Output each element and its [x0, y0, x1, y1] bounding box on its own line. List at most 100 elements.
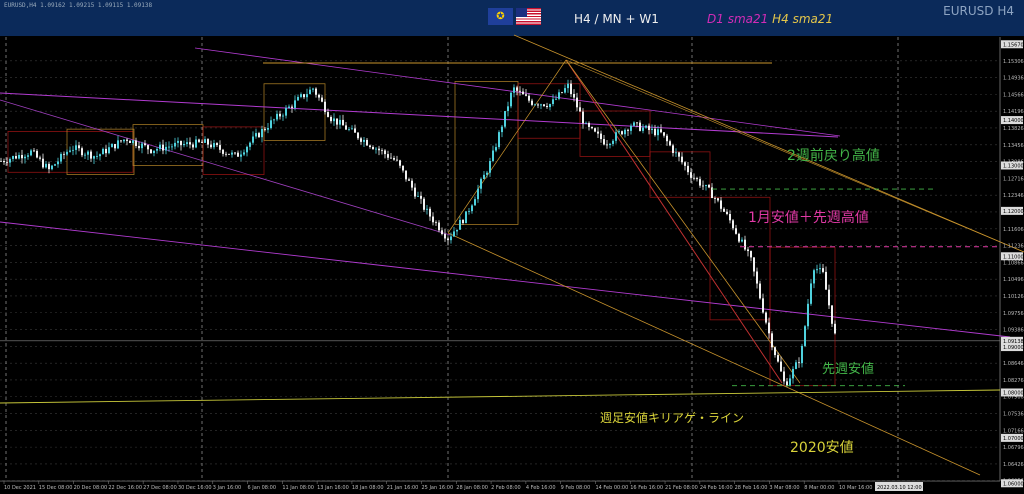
time-axis: 10 Dec 2021 15 Dec 08:00 20 Dec 08:00 22 De… — [3, 481, 923, 491]
price-tick-label: 1.10866 — [1003, 260, 1024, 266]
candle-body — [282, 115, 284, 117]
price-tick-label: 1.10496 — [1003, 277, 1024, 283]
candle-body — [822, 268, 824, 272]
candle-body — [339, 119, 341, 125]
price-tick-label: 1.07536 — [1003, 412, 1024, 418]
candle-body — [570, 83, 572, 95]
candle-body — [198, 139, 200, 142]
candle-body — [813, 270, 815, 284]
candle-body — [555, 98, 557, 100]
candle-body — [564, 88, 566, 93]
candle-body — [636, 122, 638, 124]
candle-body — [342, 119, 344, 126]
candle-body — [261, 128, 263, 138]
candle-body — [24, 156, 26, 159]
candle-body — [690, 172, 692, 178]
candle-body — [174, 142, 176, 147]
candle-body — [132, 140, 134, 144]
candle-body — [126, 139, 128, 141]
candle-body — [735, 228, 737, 234]
candle-body — [426, 208, 428, 210]
time-tick-label: 2 Feb 08:00 — [491, 485, 521, 491]
candle-body — [213, 143, 215, 148]
candle-body — [246, 146, 248, 153]
candle-body — [624, 129, 626, 135]
candle-body — [18, 154, 20, 159]
price-level-box — [1001, 40, 1023, 49]
candle-body — [618, 131, 620, 133]
time-tick-label: 18 Jan 08:00 — [352, 485, 384, 491]
time-tick-label: 28 Feb 16:00 — [735, 485, 768, 491]
price-level-box — [1001, 116, 1023, 125]
candle-body — [351, 128, 353, 130]
range-box — [579, 110, 651, 157]
candle-body — [288, 106, 290, 109]
candle-body — [486, 172, 488, 175]
candle-body — [99, 154, 101, 157]
candle-body — [792, 368, 794, 379]
candle-body — [606, 144, 608, 146]
candle-body — [150, 149, 152, 153]
candle-body — [672, 145, 674, 153]
candle-body — [834, 323, 836, 334]
candle-body — [540, 104, 542, 106]
price-level-label: 1.06000 — [1003, 481, 1024, 487]
candle-body — [714, 198, 716, 199]
price-tick-label: 1.15306 — [1003, 59, 1024, 65]
candle-body — [699, 179, 701, 186]
candle-body — [663, 132, 665, 136]
candle-body — [243, 152, 245, 155]
candle-body — [159, 144, 161, 149]
price-tick-label: 1.09386 — [1003, 328, 1024, 334]
candle-body — [360, 138, 362, 142]
candle-body — [192, 144, 194, 148]
candle-body — [609, 143, 611, 146]
candle-body — [750, 251, 752, 258]
candle-body — [357, 132, 359, 139]
price-level-label: 1.07000 — [1003, 436, 1024, 442]
candle-body — [549, 103, 551, 108]
candle-body — [123, 139, 125, 142]
candle-body — [216, 143, 218, 146]
price-level-box — [1001, 433, 1023, 442]
time-tick-label: 21 Feb 08:00 — [665, 485, 698, 491]
time-tick-label: 4 Feb 16:00 — [526, 485, 556, 491]
candle-body — [537, 104, 539, 106]
candle-body — [111, 144, 113, 148]
candle-body — [669, 141, 671, 146]
candle-body — [63, 153, 65, 155]
candle-body — [309, 89, 311, 95]
candle-body — [234, 152, 236, 154]
candle-body — [810, 283, 812, 304]
candle-body — [447, 238, 449, 241]
candle-body — [489, 161, 491, 173]
candle-body — [87, 151, 89, 155]
annotation-label: 週足安値キリアゲ・ライン — [600, 410, 744, 425]
price-tick-label: 1.13456 — [1003, 143, 1024, 149]
candle-body — [459, 219, 461, 230]
candle-body — [306, 94, 308, 98]
candle-body — [558, 92, 560, 99]
candle-body — [462, 219, 464, 224]
candle-body — [678, 152, 680, 157]
candle-body — [366, 139, 368, 146]
us-flag-icon — [516, 8, 541, 25]
candle-body — [531, 100, 533, 105]
candle-body — [405, 170, 407, 180]
candle-body — [450, 236, 452, 241]
price-level-label: 1.11000 — [1003, 254, 1024, 260]
annotation-label: 1月安値＋先週高値 — [748, 209, 869, 226]
candle-body — [291, 106, 293, 108]
price-level-box — [1001, 388, 1023, 397]
candle-body — [639, 122, 641, 131]
candle-body — [21, 154, 23, 159]
candle-body — [756, 271, 758, 284]
candle-body — [171, 146, 173, 148]
candle-body — [597, 131, 599, 134]
time-tick-label: 3 Jan 16:00 — [213, 485, 241, 491]
candle-body — [771, 333, 773, 348]
candle-body — [201, 141, 203, 143]
candle-body — [78, 145, 80, 149]
candle-body — [453, 231, 455, 237]
